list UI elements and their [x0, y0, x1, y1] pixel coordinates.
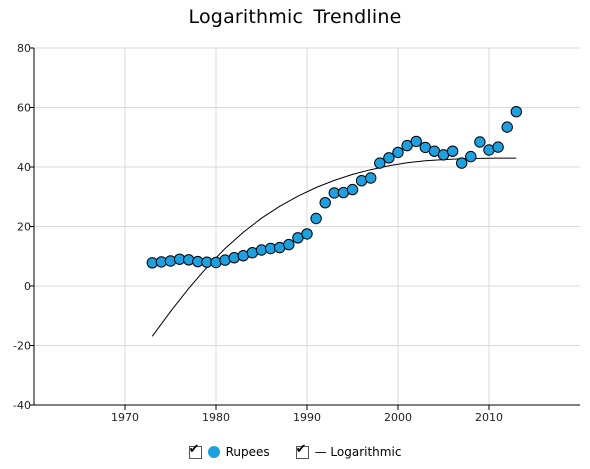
x-tick-label: 1990 [293, 411, 321, 424]
rupees-marker-icon [207, 446, 220, 458]
rupees-point [310, 212, 322, 225]
y-tick-label: 0 [24, 280, 31, 293]
axes [30, 47, 580, 410]
logarithmic-checkbox[interactable]: ✔ [295, 442, 309, 459]
y-tick-label: 80 [17, 42, 31, 55]
rupees-point [392, 146, 404, 159]
rupees-point [283, 238, 295, 251]
rupees-point [465, 150, 477, 163]
y-tick-label: 20 [17, 221, 31, 234]
chart-title: Logarithmic Trendline [188, 6, 402, 28]
logarithmic-trendline [151, 157, 517, 337]
trendline-series [151, 157, 517, 337]
rupees-point [474, 136, 486, 148]
legend-label-logarithmic: — Logarithmic [314, 445, 402, 459]
x-tick-labels: 1970 1980 1990 2000 2010 [111, 411, 503, 424]
rupees-point [374, 157, 386, 169]
grid-lines [34, 47, 580, 405]
x-tick-label: 2000 [384, 411, 412, 424]
rupees-point [501, 121, 513, 133]
chart-plot: 1970 1980 1990 2000 2010 -40 -20 0 20 40 60 80 [13, 42, 580, 424]
rupees-point [183, 254, 195, 266]
legend: ✔ Rupees ✔ — Logarithmic [0, 442, 590, 462]
x-tick-label: 1970 [111, 411, 139, 424]
checkmark-icon: ✔ [295, 441, 307, 457]
y-tick-labels: -40 -20 0 20 40 60 80 [13, 42, 31, 412]
rupees-point [510, 106, 522, 118]
rupees-series [146, 106, 522, 269]
rupees-point [401, 139, 413, 152]
rupees-checkbox[interactable]: ✔ [188, 442, 202, 459]
rupees-point [319, 197, 331, 209]
y-tick-label: -40 [13, 399, 31, 412]
rupees-point [456, 157, 468, 169]
legend-item-rupees[interactable]: ✔ Rupees [188, 442, 270, 459]
y-tick-label: 60 [17, 102, 31, 115]
y-tick-label: 40 [17, 161, 31, 174]
rupees-point [228, 252, 240, 264]
rupees-point [383, 152, 395, 164]
rupees-point [410, 135, 422, 148]
x-tick-label: 2010 [475, 411, 503, 424]
rupees-point [164, 255, 177, 267]
rupees-point [365, 172, 377, 184]
rupees-point [492, 141, 504, 153]
checkmark-icon: ✔ [188, 441, 200, 457]
rupees-point [446, 145, 459, 157]
rupees-point [346, 183, 359, 196]
x-tick-label: 1980 [202, 411, 230, 424]
rupees-point [301, 228, 313, 240]
legend-label-rupees: Rupees [225, 445, 270, 459]
legend-item-logarithmic[interactable]: ✔ — Logarithmic [295, 442, 402, 459]
y-tick-label: -20 [13, 340, 31, 353]
